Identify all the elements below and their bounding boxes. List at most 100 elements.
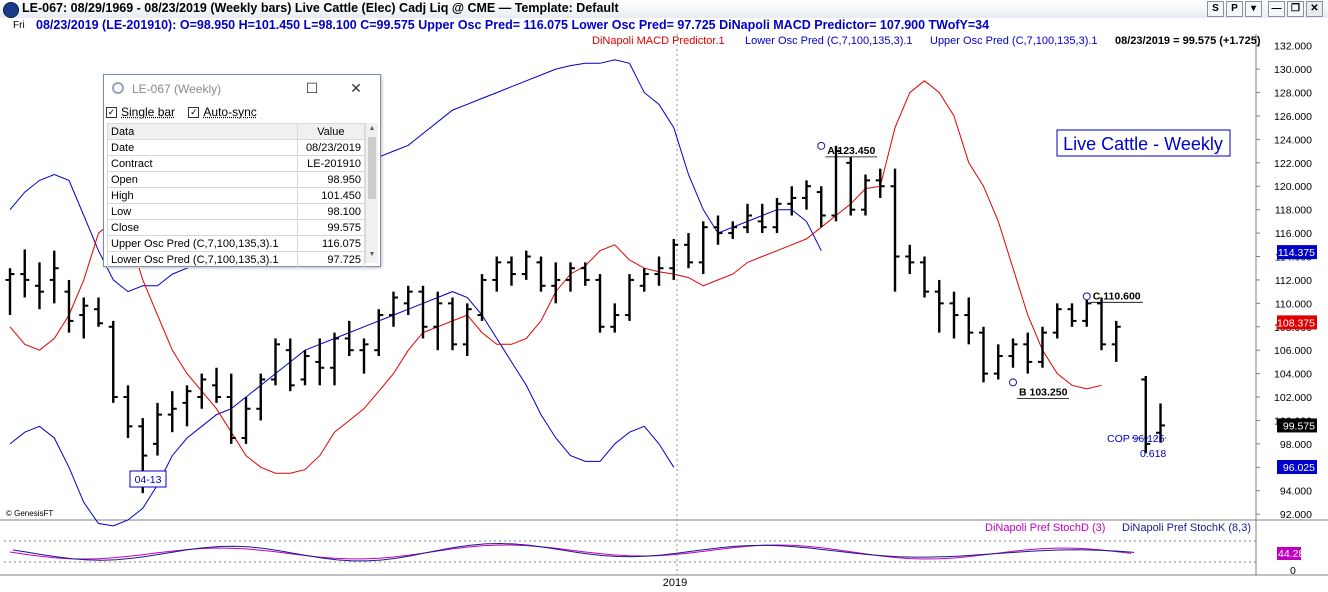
table-header: Data Value (107, 123, 366, 140)
stoch-value-tag (1277, 547, 1301, 560)
year-label: 2019 (663, 577, 687, 589)
row-value: 97.725 (296, 251, 366, 268)
row-label: High (107, 187, 298, 204)
y-tick-label: 124.000 (1274, 134, 1312, 146)
data-window-options: ✓ Single bar ✓ Auto-sync (106, 105, 257, 121)
y-tick-label: 106.000 (1274, 345, 1312, 357)
lower-osc-line (9, 291, 675, 527)
row-label: Open (107, 171, 298, 188)
table-row[interactable]: Upper Osc Pred (C,7,100,135,3).1 116.075 (107, 235, 366, 252)
row-label: Low (107, 203, 298, 220)
row-label: Date (107, 139, 298, 156)
table-row[interactable]: Open 98.950 (107, 171, 366, 188)
cop-label: COP 96.125 (1107, 433, 1165, 445)
window-title: LE-067: 08/29/1969 - 08/23/2019 (Weekly … (22, 1, 619, 15)
single-bar-checkbox[interactable]: ✓ (106, 107, 117, 119)
data-window-close-icon[interactable]: ✕ (350, 80, 362, 96)
row-label: Close (107, 219, 298, 236)
y-tick-label: 104.000 (1274, 369, 1312, 381)
stoch-zero-label: 0 (1290, 565, 1296, 577)
table-row[interactable]: Contract LE-201910 (107, 155, 366, 172)
price-tag-label: 99.575 (1283, 420, 1315, 432)
row-label: Lower Osc Pred (C,7,100,135,3).1 (107, 251, 298, 268)
info-day: Fri (13, 20, 25, 31)
p-button[interactable]: P (1226, 1, 1243, 17)
data-window[interactable]: LE-067 (Weekly) ☐ ✕ ✓ Single bar ✓ Auto-sy… (103, 74, 381, 268)
data-table: Data Value Date 08/23/2019 Contract LE-2019… (107, 123, 366, 268)
pivot-A-label: A 123.450 (827, 145, 875, 157)
scroll-down-icon[interactable]: ▼ (368, 251, 376, 258)
window-titlebar: LE-067: 08/29/1969 - 08/23/2019 (Weekly … (0, 0, 1328, 19)
date-box-label: 04-13 (135, 474, 162, 486)
date-box (129, 470, 167, 488)
legend-macd: DiNapoli MACD Predictor.1 (592, 35, 725, 47)
row-label: Contract (107, 155, 298, 172)
y-tick-label: 116.000 (1275, 228, 1312, 240)
y-tick-label: 130.000 (1274, 64, 1312, 76)
row-value: 99.575 (296, 219, 366, 236)
s-button[interactable]: S (1207, 1, 1224, 17)
price-tag-label: 96.025 (1283, 462, 1315, 474)
close-button[interactable]: ✕ (1306, 1, 1323, 17)
data-window-restore-icon[interactable]: ☐ (305, 80, 319, 96)
legend-last-value: 08/23/2019 = 99.575 (+1.725) (1115, 35, 1261, 47)
y-tick-label: 94.000 (1280, 486, 1312, 498)
y-tick-label: 92.000 (1280, 509, 1312, 521)
pivot-C-marker (1082, 292, 1091, 301)
y-tick-label: 98.000 (1280, 439, 1312, 451)
row-value: LE-201910 (296, 155, 366, 172)
price-tag (1277, 315, 1317, 330)
row-label: Upper Osc Pred (C,7,100,135,3).1 (107, 235, 298, 252)
cop-ratio-label: 0.618 (1140, 448, 1166, 460)
stoch-k-legend: DiNapoli Pref StochK (8,3) (1122, 522, 1251, 534)
table-row[interactable]: Lower Osc Pred (C,7,100,135,3).1 97.725 (107, 251, 366, 268)
col-header-value[interactable]: Value (296, 123, 366, 140)
scroll-up-icon[interactable]: ▲ (368, 125, 376, 132)
price-tag-label: 108.375 (1277, 317, 1315, 329)
col-header-data[interactable]: Data (107, 123, 298, 140)
chart-title-box (1056, 129, 1231, 157)
row-value: 98.950 (296, 171, 366, 188)
data-window-scrollbar[interactable]: ▲ ▼ (365, 123, 378, 263)
scroll-thumb[interactable] (368, 137, 376, 199)
y-tick-label: 126.000 (1274, 111, 1312, 123)
stoch-value-label: 44.28 (1278, 548, 1304, 560)
pivot-C-label: C 110.600 (1093, 290, 1141, 302)
pivot-B-label: B 103.250 (1019, 386, 1068, 398)
data-window-title: LE-067 (Weekly) (132, 82, 222, 96)
table-row[interactable]: High 101.450 (107, 187, 366, 204)
dropdown-button[interactable]: ▾ (1245, 1, 1262, 17)
price-tag (1277, 460, 1317, 475)
price-tag (1277, 245, 1317, 260)
y-tick-label: 120.000 (1274, 181, 1312, 193)
y-tick-label: 132.000 (1274, 41, 1312, 53)
y-tick-label: 122.000 (1274, 158, 1312, 170)
chart-title: Live Cattle - Weekly (1063, 134, 1223, 154)
info-bar: Fri 08/23/2019 (LE-201910): O=98.950 H=1… (0, 18, 1328, 34)
row-value: 08/23/2019 (296, 139, 366, 156)
y-tick-label: 118.000 (1275, 205, 1312, 217)
price-tag-label: 114.375 (1278, 247, 1315, 259)
pivot-B-marker (1009, 378, 1017, 387)
data-window-titlebar[interactable]: LE-067 (Weekly) ☐ ✕ (104, 75, 380, 103)
legend-upper-osc: Upper Osc Pred (C,7,100,135,3).1 (930, 35, 1098, 47)
table-row[interactable]: Close 99.575 (107, 219, 366, 236)
restore-button[interactable]: ❐ (1287, 1, 1304, 17)
row-value: 101.450 (296, 187, 366, 204)
price-tag (1277, 418, 1317, 433)
legend-lower-osc: Lower Osc Pred (C,7,100,135,3).1 (745, 35, 913, 47)
y-tick-label: 128.000 (1274, 88, 1312, 100)
auto-sync-label: Auto-sync (203, 105, 257, 119)
row-value: 98.100 (296, 203, 366, 220)
y-tick-label: 110.000 (1275, 298, 1312, 310)
data-window-icon (112, 82, 124, 94)
table-row[interactable]: Date 08/23/2019 (107, 139, 366, 156)
y-tick-label: 102.000 (1274, 392, 1312, 404)
minimize-button[interactable]: — (1268, 1, 1285, 17)
app-globe-icon (3, 2, 19, 18)
y-tick-label: 112.000 (1275, 275, 1312, 287)
auto-sync-checkbox[interactable]: ✓ (188, 107, 200, 119)
table-row[interactable]: Low 98.100 (107, 203, 366, 220)
credit-label: © GenesisFT (6, 509, 53, 518)
